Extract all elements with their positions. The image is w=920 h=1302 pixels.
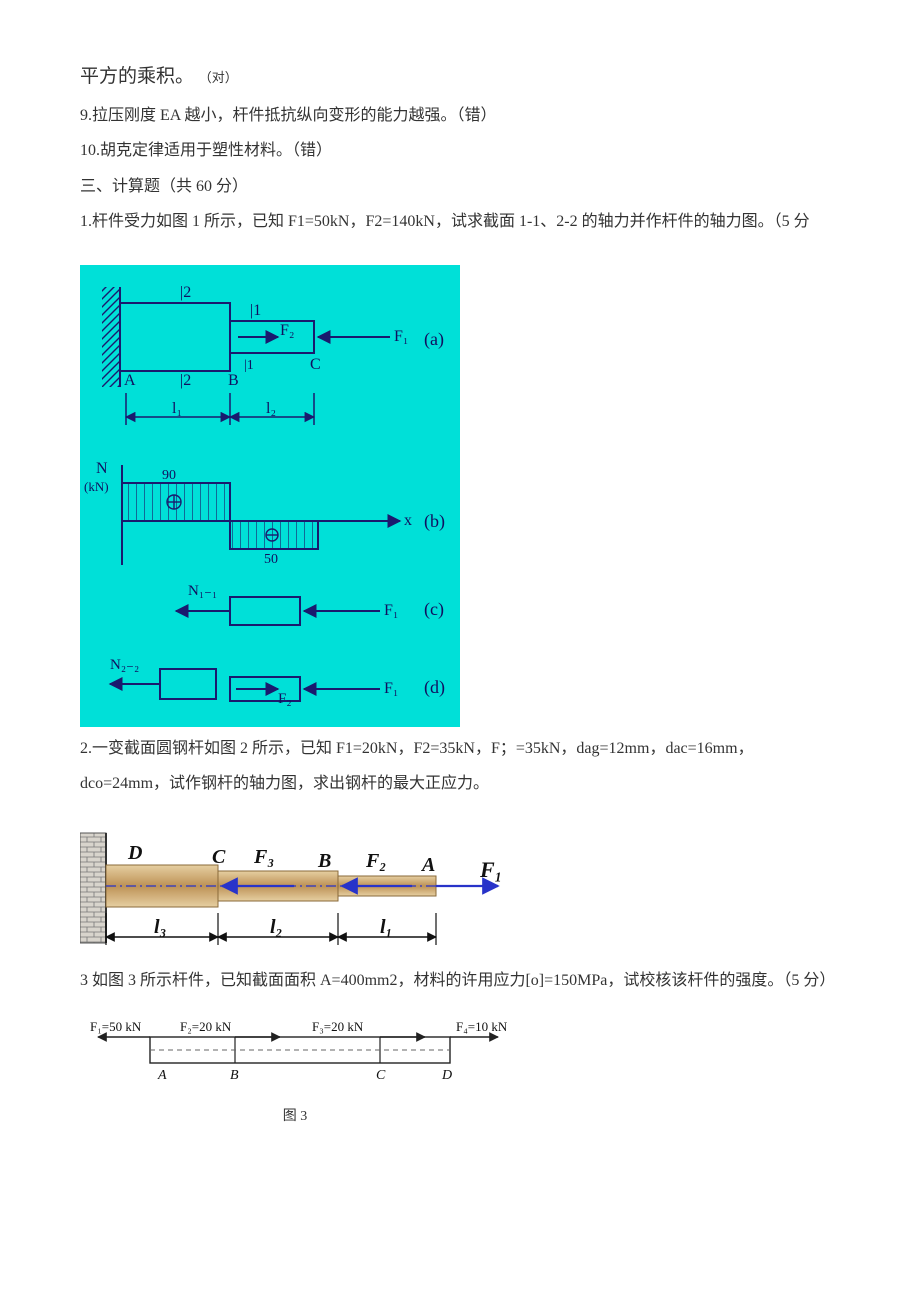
fig1-c-N: N₁₋₁ bbox=[188, 583, 217, 599]
question-9: 9.拉压刚度 EA 越小，杆件抵抗纵向变形的能力越强。（错） bbox=[80, 98, 840, 133]
fig2-l1: l₁ bbox=[380, 916, 393, 938]
fig2-F2: F₂ bbox=[365, 850, 386, 872]
figure-3: F₁=50 kN F₂=20 kN F₃=20 kN F₄=10 kN A B … bbox=[80, 1017, 510, 1101]
fig2-F3: F₃ bbox=[253, 846, 274, 868]
fig2-D: D bbox=[127, 842, 142, 864]
fig1-d-N: N₂₋₂ bbox=[110, 657, 139, 673]
fig3-A: A bbox=[157, 1068, 167, 1083]
fig1-a-bot-l1: |1 bbox=[244, 358, 254, 373]
fig1-a-bot-l2: |2 bbox=[180, 372, 191, 389]
fig2-l3: l₃ bbox=[154, 916, 167, 938]
fig2-l2: l₂ bbox=[270, 916, 283, 938]
fig3-F2: F₂=20 kN bbox=[180, 1019, 232, 1034]
fig3-C: C bbox=[376, 1068, 386, 1083]
text-fragment-top: 平方的乘积。 （对） bbox=[80, 60, 840, 94]
fig1-a-F2: F₂ bbox=[280, 322, 294, 339]
problem-3: 3 如图 3 所示杆件，已知截面面积 A=400mm2，材料的许用应力[o]=1… bbox=[80, 963, 840, 998]
fig1-b-50: 50 bbox=[264, 552, 278, 567]
fig3-F3: F₃=20 kN bbox=[312, 1019, 364, 1034]
fig2-A: A bbox=[420, 854, 435, 876]
section-3-heading: 三、计算题（共 60 分） bbox=[80, 169, 840, 204]
fig1-c-F1: F₁ bbox=[384, 602, 398, 619]
figure-1: |2 |1 F₂ F₁ A |2 B |1 C (a) l₁ l₂ N (kN)… bbox=[80, 265, 460, 727]
fig1-a-dim-l1: l₁ bbox=[172, 400, 182, 417]
fig3-F4: F₄=10 kN bbox=[456, 1019, 508, 1034]
fragment-main: 平方的乘积。 bbox=[80, 66, 194, 87]
fig2-B: B bbox=[317, 850, 331, 872]
fig1-d-F2: F₂ bbox=[278, 691, 292, 707]
fig1-d-F1: F₁ bbox=[384, 680, 398, 697]
fig1-b-90: 90 bbox=[162, 468, 176, 483]
fig2-F1: F₁ bbox=[479, 857, 502, 882]
fig1-b-unit: (kN) bbox=[84, 479, 109, 494]
fig1-d-paren: (d) bbox=[424, 677, 445, 698]
fig1-a-C: C bbox=[310, 356, 321, 373]
fig1-a-dim-l2: l₂ bbox=[266, 400, 276, 417]
fig1-b-paren: (b) bbox=[424, 511, 445, 532]
fig1-b-N: N bbox=[96, 460, 108, 477]
figure-3-caption: 图 3 bbox=[80, 1105, 510, 1125]
question-10: 10.胡克定律适用于塑性材料。（错） bbox=[80, 133, 840, 168]
fig1-a-A: A bbox=[124, 372, 136, 389]
figure-2: D C B A F₃ F₂ F₁ l₃ l₂ l₁ bbox=[80, 827, 510, 945]
fragment-annot: （对） bbox=[199, 70, 238, 85]
fig1-a-top-l1: |1 bbox=[250, 302, 261, 319]
fig3-B: B bbox=[230, 1068, 239, 1083]
fig1-a-B: B bbox=[228, 372, 239, 389]
fig3-D: D bbox=[441, 1068, 452, 1083]
fig1-a-F1: F₁ bbox=[394, 328, 408, 345]
fig1-a-paren: (a) bbox=[424, 329, 444, 350]
fig1-a-top-l2: |2 bbox=[180, 284, 191, 301]
problem-1: 1.杆件受力如图 1 所示，已知 F1=50kN，F2=140kN，试求截面 1… bbox=[80, 204, 840, 239]
fig3-F1: F₁=50 kN bbox=[90, 1019, 142, 1034]
fig1-b-x: x bbox=[404, 512, 412, 529]
problem-2: 2.一变截面圆钢杆如图 2 所示，已知 F1=20kN，F2=35kN，F；=3… bbox=[80, 731, 840, 801]
fig2-C: C bbox=[212, 846, 226, 868]
fig1-c-paren: (c) bbox=[424, 599, 444, 620]
